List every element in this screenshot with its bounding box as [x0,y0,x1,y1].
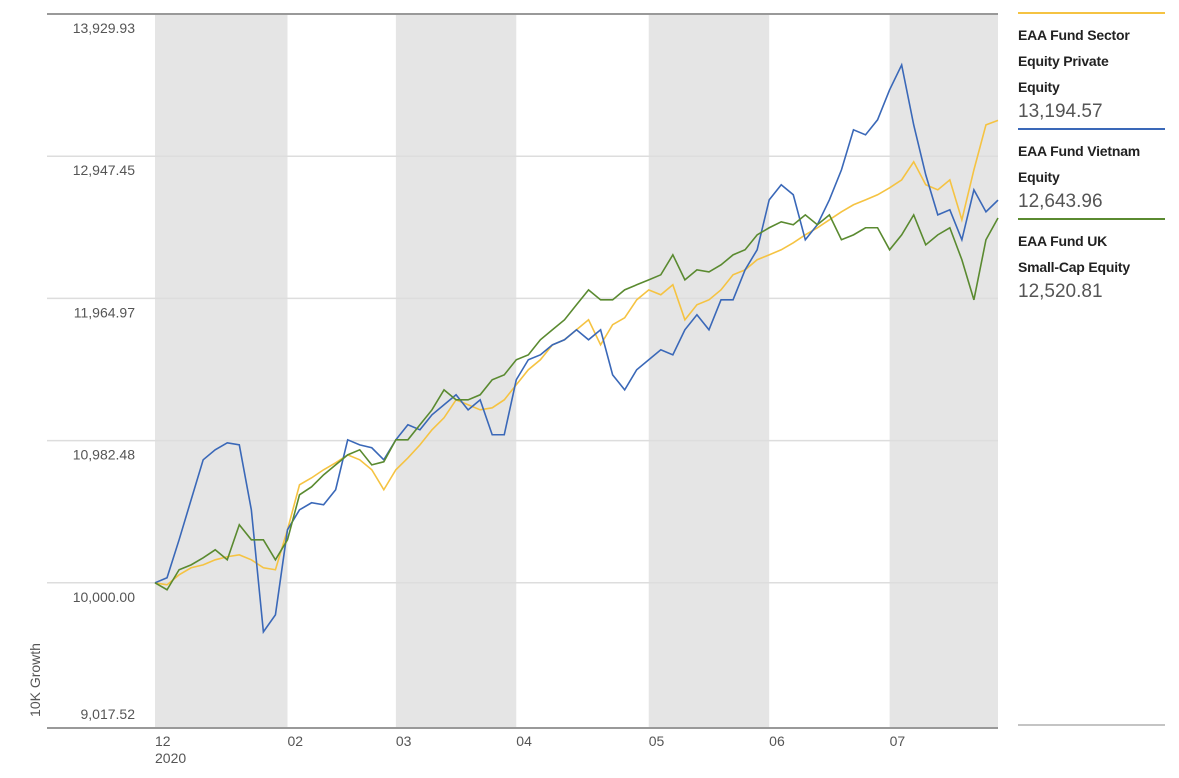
month-band [648,14,770,728]
legend-value: 13,194.57 [1018,101,1103,122]
x-sublabel: 2020 [155,750,186,766]
y-axis-label: 10K Growth [27,643,43,717]
x-tick-label: 04 [516,733,532,749]
x-tick-label: 06 [769,733,785,749]
legend: EAA Fund Sector Equity Private Equity 13,… [1018,12,1165,308]
series-line [154,62,999,635]
legend-item: EAA Fund UK Small-Cap Equity 12,520.81 [1018,218,1165,308]
series-line [154,213,999,591]
month-band [395,14,517,728]
month-band [889,14,998,728]
y-tick-label: 10,982.48 [73,447,135,463]
legend-value: 12,643.96 [1018,191,1103,212]
x-tick-label: 02 [287,733,303,749]
legend-label: EAA Fund UK Small-Cap Equity [1018,233,1130,275]
legend-value: 12,520.81 [1018,281,1103,302]
legend-item: EAA Fund Sector Equity Private Equity 13,… [1018,12,1165,128]
legend-label: EAA Fund Vietnam Equity [1018,143,1141,185]
y-tick-label: 10,000.00 [73,589,135,605]
y-tick-label: 13,929.93 [73,20,135,36]
x-tick-label: 03 [396,733,412,749]
x-tick-label: 07 [890,733,906,749]
month-band [155,14,288,728]
y-tick-label: 9,017.52 [81,706,136,722]
legend-item: EAA Fund Vietnam Equity 12,643.96 [1018,128,1165,218]
x-tick-label: 12 [155,733,171,749]
y-tick-label: 11,964.97 [74,304,135,320]
x-tick-label: 05 [649,733,665,749]
y-tick-label: 12,947.45 [73,162,135,178]
legend-label: EAA Fund Sector Equity Private Equity [1018,27,1130,95]
